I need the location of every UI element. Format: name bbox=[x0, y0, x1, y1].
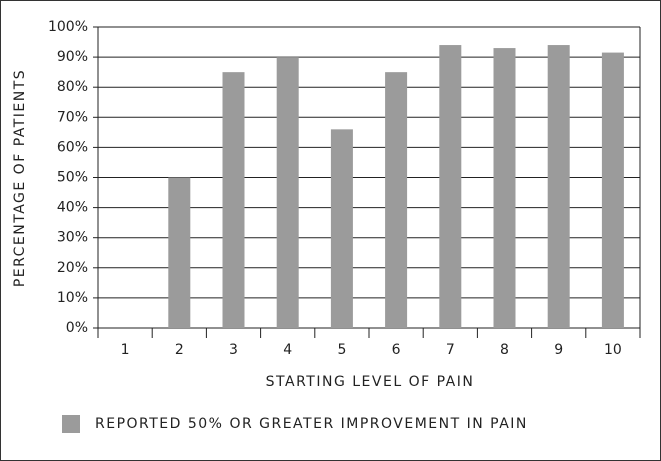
x-tick-label: 5 bbox=[337, 342, 346, 358]
x-tick-label: 1 bbox=[121, 342, 130, 358]
y-tick-label: 60% bbox=[57, 139, 88, 155]
bar bbox=[547, 45, 570, 329]
y-tick-label: 0% bbox=[66, 320, 88, 336]
bar bbox=[168, 177, 191, 328]
legend-label: REPORTED 50% OR GREATER IMPROVEMENT IN P… bbox=[95, 416, 528, 432]
y-axis-label: PERCENTAGE OF PATIENTS bbox=[12, 69, 28, 287]
x-tick-label: 8 bbox=[500, 342, 509, 358]
bar bbox=[385, 72, 408, 329]
bar bbox=[222, 72, 245, 329]
x-axis-label: STARTING LEVEL OF PAIN bbox=[266, 374, 475, 390]
y-tick-label: 10% bbox=[57, 290, 88, 306]
x-tick-label: 2 bbox=[175, 342, 184, 358]
x-tick-label: 3 bbox=[229, 342, 238, 358]
x-tick-label: 9 bbox=[554, 342, 563, 358]
bar bbox=[330, 129, 353, 328]
y-tick-label: 100% bbox=[48, 19, 88, 35]
y-tick-label: 40% bbox=[57, 200, 88, 216]
x-tick-label: 6 bbox=[392, 342, 401, 358]
bar bbox=[601, 52, 624, 329]
bar bbox=[493, 48, 516, 328]
y-tick-label: 70% bbox=[57, 109, 88, 125]
x-tick-label: 4 bbox=[283, 342, 292, 358]
x-tick-label: 7 bbox=[446, 342, 455, 358]
y-tick-label: 20% bbox=[57, 260, 88, 276]
y-tick-label: 80% bbox=[57, 79, 88, 95]
legend-swatch bbox=[62, 415, 80, 433]
x-tick-label: 10 bbox=[604, 342, 622, 358]
y-tick-label: 50% bbox=[57, 170, 88, 186]
y-tick-label: 30% bbox=[57, 230, 88, 246]
y-tick-label: 90% bbox=[57, 49, 88, 65]
bar bbox=[276, 57, 299, 328]
bar bbox=[439, 45, 462, 329]
